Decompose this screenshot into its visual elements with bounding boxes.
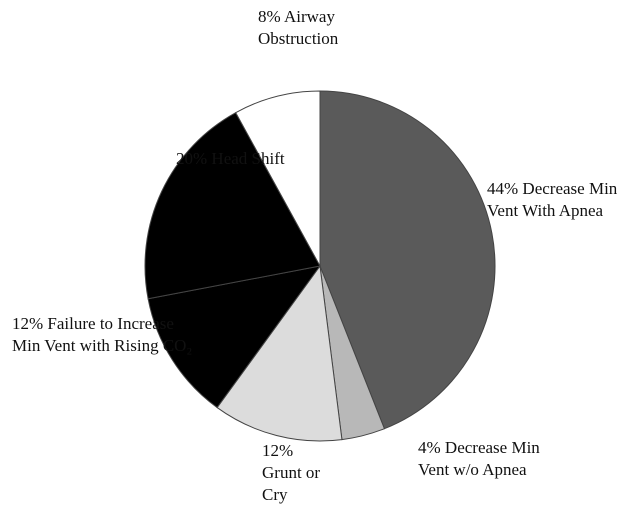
slice-label: 12% Failure to Increase Min Vent with Ri… [12, 313, 202, 357]
category-label: Decrease Min Vent w/o Apnea [418, 438, 540, 479]
slice-label: 12% Grunt or Cry [262, 440, 332, 506]
category-label: Grunt or Cry [262, 463, 321, 504]
pie-slice [216, 264, 343, 442]
pie-slice [235, 90, 321, 267]
value-label: 20% [176, 149, 208, 168]
category-label: Head Shift [211, 149, 285, 168]
pie-slice [319, 90, 496, 430]
value-label: 12% [12, 314, 44, 333]
category-label: Failure to Increase Min Vent with Rising… [12, 314, 193, 355]
slice-label: 8% Airway Obstruction [258, 6, 378, 50]
category-label: Airway Obstruction [258, 7, 339, 48]
slice-label: 20% Head Shift [176, 148, 296, 170]
category-label: Decrease Min Vent With Apnea [487, 179, 618, 220]
slice-label: 44% Decrease Min Vent With Apnea [487, 178, 634, 222]
value-label: 44% [487, 179, 519, 198]
value-label: 8% [258, 7, 281, 26]
slice-label: 4% Decrease Min Vent w/o Apnea [418, 437, 558, 481]
value-label: 12% [262, 441, 294, 460]
pie-slice [144, 111, 321, 300]
pie-slice [147, 265, 322, 409]
value-label: 4% [418, 438, 441, 457]
